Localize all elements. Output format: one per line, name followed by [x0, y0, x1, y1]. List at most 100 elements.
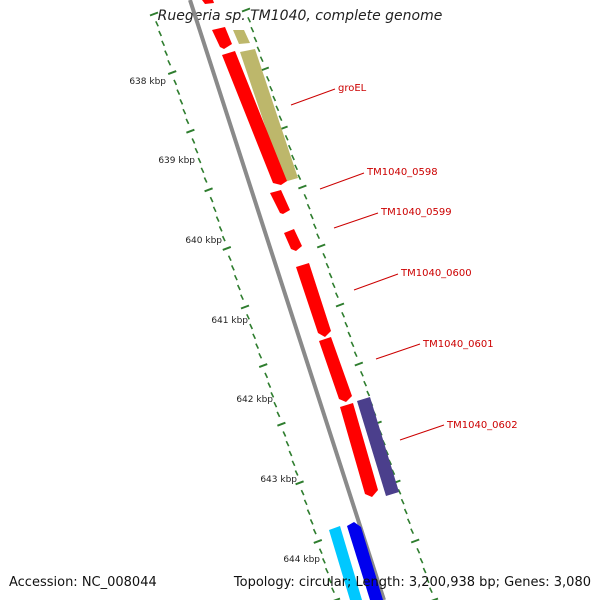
major-tick — [354, 361, 364, 367]
gene-tm1040-0602-red[interactable] — [340, 403, 378, 497]
minor-tick — [197, 157, 202, 164]
minor-tick — [215, 216, 220, 222]
gene-feature[interactable] — [222, 51, 287, 185]
gene-feature-cyan[interactable] — [329, 526, 362, 600]
minor-tick — [425, 577, 430, 584]
gene-feature[interactable] — [319, 337, 352, 402]
minor-tick — [294, 164, 299, 171]
gene-label-tm1040-0599[interactable]: TM1040_0599 — [380, 207, 452, 218]
minor-tick — [240, 294, 244, 301]
gene-label-tm1040-0598[interactable]: TM1040_0598 — [366, 167, 438, 178]
minor-tick — [284, 134, 289, 141]
minor-tick — [256, 46, 261, 53]
gene-feature[interactable] — [202, 0, 214, 4]
minor-tick — [194, 147, 199, 154]
major-tick — [277, 421, 286, 427]
major-tick — [295, 480, 304, 486]
kbp-labels: 638 kbp 639 kbp 640 kbp 641 kbp 642 kbp … — [129, 77, 320, 565]
kbp-label: 643 kbp — [260, 475, 297, 485]
minor-tick — [328, 272, 333, 279]
gene-groel[interactable] — [240, 49, 298, 182]
minor-tick — [221, 235, 226, 242]
backbone-line — [188, 0, 386, 600]
minor-tick — [428, 587, 433, 594]
gene-label-groel[interactable]: groEL — [338, 83, 367, 94]
minor-tick — [303, 499, 308, 506]
gene-feature[interactable] — [212, 27, 232, 49]
minor-tick — [419, 557, 424, 564]
major-tick — [167, 70, 177, 76]
minor-tick — [300, 489, 305, 496]
minor-tick — [363, 380, 368, 387]
minor-tick — [322, 252, 327, 259]
minor-tick — [173, 79, 178, 86]
minor-tick — [294, 470, 299, 476]
major-tick — [316, 243, 326, 249]
gene-tm1040-0601[interactable] — [296, 263, 331, 337]
inner-tick-track — [149, 11, 341, 600]
minor-tick — [341, 311, 346, 318]
major-tick — [333, 597, 341, 600]
gene-features — [202, 0, 399, 600]
minor-tick — [303, 193, 308, 200]
minor-tick — [316, 233, 321, 240]
gene-tm1040-0599[interactable] — [270, 190, 290, 214]
label-leaders — [290, 88, 445, 441]
minor-tick — [334, 292, 339, 299]
minor-tick — [422, 567, 427, 574]
gene-label-tm1040-0600[interactable]: TM1040_0600 — [400, 268, 472, 279]
minor-tick — [158, 30, 163, 37]
minor-tick — [272, 95, 277, 102]
minor-tick — [267, 382, 272, 388]
minor-tick — [297, 174, 302, 181]
minor-tick — [403, 508, 408, 515]
minor-tick — [249, 323, 254, 330]
minor-tick — [155, 20, 159, 27]
minor-tick — [278, 115, 283, 122]
minor-tick — [291, 460, 296, 467]
minor-tick — [179, 99, 184, 105]
minor-tick — [246, 313, 250, 320]
minor-tick — [247, 16, 252, 23]
minor-tick — [218, 226, 223, 232]
minor-tick — [312, 528, 317, 535]
minor-tick — [230, 265, 235, 271]
gene-label-tm1040-0601[interactable]: TM1040_0601 — [422, 339, 494, 350]
minor-tick — [164, 50, 169, 56]
major-tick — [410, 538, 420, 544]
minor-tick — [359, 370, 364, 377]
accession-text: Accession: NC_008044 — [9, 575, 157, 590]
gene-label-tm1040-0602[interactable]: TM1040_0602 — [446, 420, 518, 431]
minor-tick — [270, 392, 275, 398]
minor-tick — [161, 40, 166, 47]
minor-tick — [327, 577, 332, 584]
map-title: Ruegeria sp. TM1040, complete genome — [157, 8, 443, 24]
minor-tick — [282, 431, 287, 437]
minor-tick — [353, 351, 358, 358]
major-tick — [149, 11, 159, 17]
minor-tick — [252, 333, 257, 340]
minor-tick — [185, 118, 190, 125]
minor-tick — [264, 372, 269, 379]
major-tick — [222, 245, 232, 251]
minor-tick — [250, 26, 255, 33]
minor-tick — [209, 196, 214, 203]
minor-tick — [410, 528, 415, 535]
gene-feature-olive[interactable] — [233, 30, 250, 44]
minor-tick — [265, 75, 270, 82]
minor-tick — [325, 262, 330, 269]
minor-tick — [176, 89, 181, 95]
kbp-label: 641 kbp — [211, 316, 248, 326]
gene-tm1040-0602[interactable] — [357, 397, 399, 496]
minor-tick — [233, 274, 238, 281]
minor-tick — [236, 284, 241, 291]
major-tick — [186, 128, 195, 134]
gene-feature-blue[interactable] — [347, 522, 383, 600]
major-tick — [335, 302, 345, 308]
minor-tick — [321, 558, 326, 564]
minor-tick — [191, 138, 196, 144]
minor-tick — [406, 518, 411, 525]
gene-tm1040-0600[interactable] — [284, 229, 302, 251]
minor-tick — [253, 36, 258, 43]
kbp-label: 644 kbp — [283, 555, 320, 565]
